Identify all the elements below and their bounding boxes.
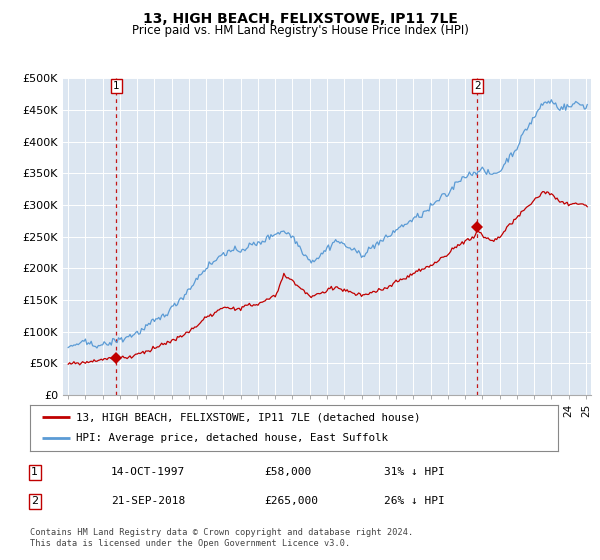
Text: £58,000: £58,000: [264, 467, 311, 477]
Text: 13, HIGH BEACH, FELIXSTOWE, IP11 7LE (detached house): 13, HIGH BEACH, FELIXSTOWE, IP11 7LE (de…: [76, 412, 421, 422]
Text: 13, HIGH BEACH, FELIXSTOWE, IP11 7LE: 13, HIGH BEACH, FELIXSTOWE, IP11 7LE: [143, 12, 457, 26]
Text: Contains HM Land Registry data © Crown copyright and database right 2024.
This d: Contains HM Land Registry data © Crown c…: [30, 528, 413, 548]
Text: 26% ↓ HPI: 26% ↓ HPI: [384, 496, 445, 506]
Text: Price paid vs. HM Land Registry's House Price Index (HPI): Price paid vs. HM Land Registry's House …: [131, 24, 469, 36]
Text: HPI: Average price, detached house, East Suffolk: HPI: Average price, detached house, East…: [76, 433, 388, 444]
Text: 21-SEP-2018: 21-SEP-2018: [111, 496, 185, 506]
Text: 14-OCT-1997: 14-OCT-1997: [111, 467, 185, 477]
Text: 2: 2: [474, 81, 481, 91]
Text: 1: 1: [31, 467, 38, 477]
Text: 31% ↓ HPI: 31% ↓ HPI: [384, 467, 445, 477]
Text: 1: 1: [113, 81, 119, 91]
Text: 2: 2: [31, 496, 38, 506]
Text: £265,000: £265,000: [264, 496, 318, 506]
